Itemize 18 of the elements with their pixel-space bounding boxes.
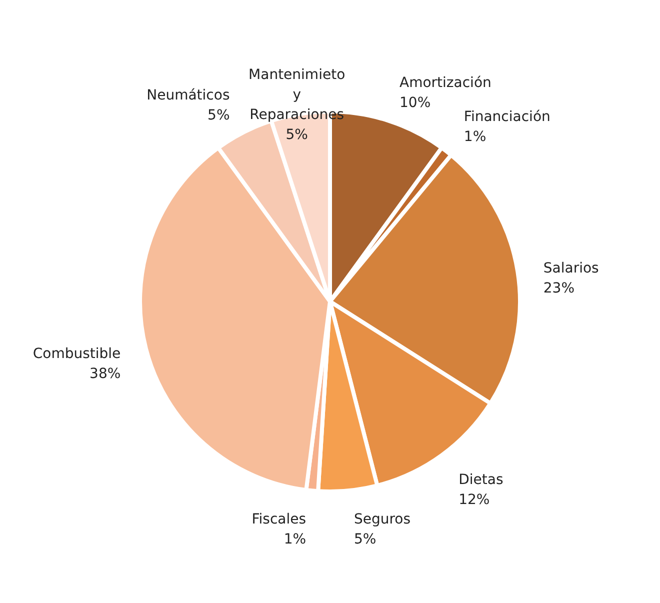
slice-label: Salarios	[543, 260, 599, 276]
slice-label: Dietas	[458, 472, 504, 488]
data-label: 38%	[90, 366, 121, 382]
slice-label: Seguros	[354, 512, 411, 528]
data-label: 12%	[458, 492, 490, 508]
data-label: 5%	[354, 532, 376, 548]
data-label: 1%	[464, 128, 486, 145]
data-label: 5%	[208, 108, 230, 124]
slice-label: Financiación	[464, 108, 550, 125]
slice-label: Combustible	[32, 346, 121, 362]
slice-label: Neumáticos	[146, 88, 230, 104]
slice-label: Amortización	[400, 74, 492, 91]
data-label: 10%	[400, 94, 431, 111]
slice-label: Fiscales	[252, 512, 306, 528]
data-label: 1%	[284, 532, 306, 548]
data-label: 23%	[543, 280, 575, 296]
data-label: 5%	[286, 127, 308, 144]
slice-label: Mantenimieto y Reparaciones	[248, 67, 346, 124]
